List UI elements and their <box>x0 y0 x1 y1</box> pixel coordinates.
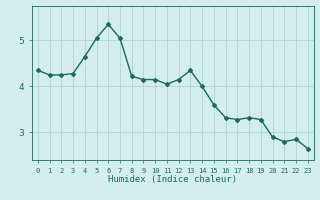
X-axis label: Humidex (Indice chaleur): Humidex (Indice chaleur) <box>108 175 237 184</box>
